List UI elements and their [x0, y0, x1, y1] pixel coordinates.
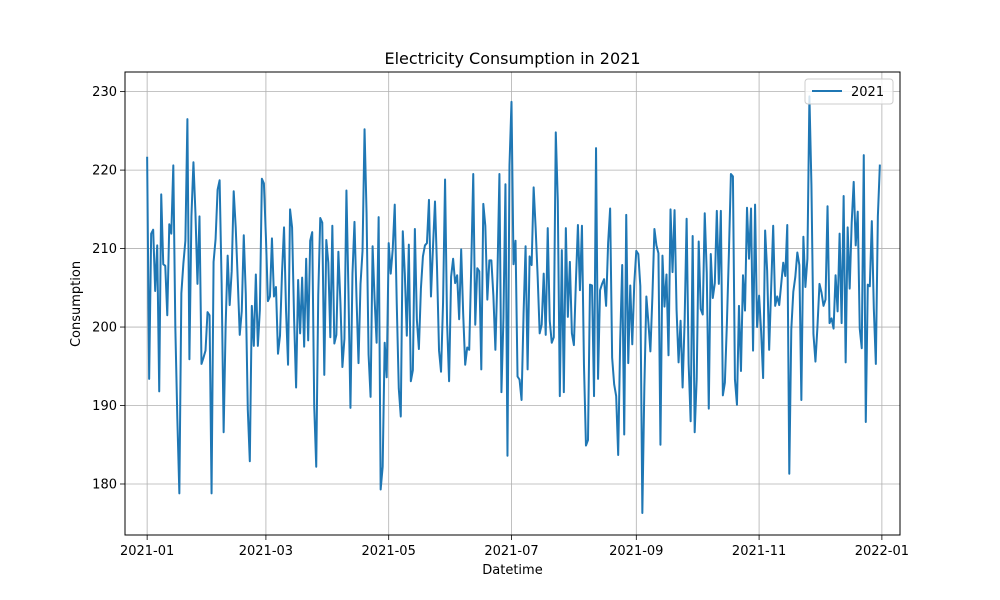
y-tick-label: 190 — [92, 399, 117, 414]
x-axis: 2021-01 2021-03 2021-05 2021-07 2021-09 2021-… — [120, 535, 909, 559]
plot-frame — [124, 71, 901, 536]
legend: 2021 — [804, 78, 894, 105]
y-axis: 180 190 200 210 220 230 — [92, 85, 125, 492]
legend-box — [804, 78, 894, 105]
x-tick-label: 2021-09 — [609, 544, 663, 559]
x-tick-label: 2021-05 — [362, 544, 416, 559]
y-tick-label: 210 — [92, 242, 117, 257]
x-tick-label: 2021-01 — [120, 544, 174, 559]
x-tick-label: 2022-01 — [855, 544, 909, 559]
x-axis-label: Datetime — [482, 563, 542, 578]
x-tick-label: 2021-07 — [484, 544, 538, 559]
chart-title: Electricity Consumption in 2021 — [384, 49, 640, 68]
y-tick-label: 220 — [92, 164, 117, 179]
series-line-2021 — [146, 95, 881, 515]
x-tick-label: 2021-03 — [239, 544, 293, 559]
y-axis-label: Consumption — [69, 261, 84, 347]
legend-label-2021: 2021 — [851, 85, 884, 100]
y-tick-label: 180 — [92, 477, 117, 492]
y-tick-label: 200 — [92, 321, 117, 336]
y-tick-label: 230 — [92, 85, 117, 100]
x-tick-label: 2021-11 — [732, 544, 786, 559]
